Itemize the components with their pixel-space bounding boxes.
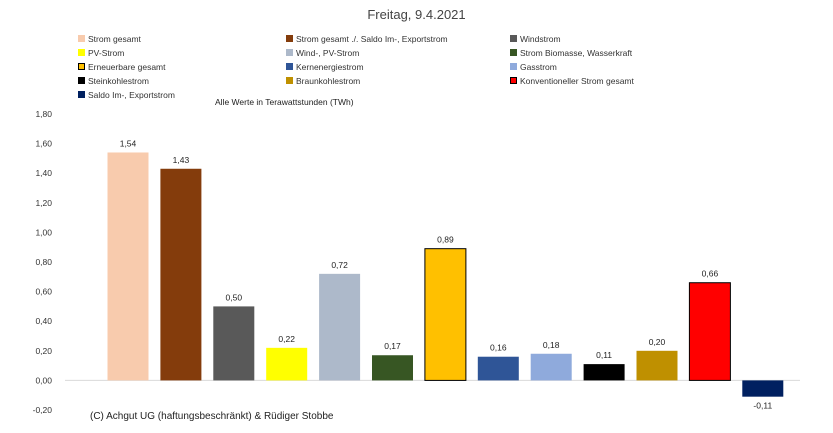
bar (319, 273, 361, 381)
legend-swatch (286, 49, 293, 56)
legend-label: Wind-, PV-Strom (296, 48, 360, 58)
bar-value-label: 1,43 (173, 155, 190, 165)
y-tick-label: 1,60 (35, 139, 52, 149)
legend-label: Steinkohlestrom (88, 76, 149, 86)
legend-label: Braunkohlestrom (296, 76, 361, 86)
y-tick-label: 0,80 (35, 257, 52, 267)
y-tick-label: 0,20 (35, 346, 52, 356)
bar-value-label: 0,50 (226, 292, 243, 302)
bar-value-label: 0,16 (490, 343, 507, 353)
bar-value-label: 1,54 (120, 138, 137, 148)
legend-swatch (510, 49, 517, 56)
legend-swatch (286, 77, 293, 84)
legend-swatch (286, 35, 293, 42)
legend-label: Konventioneller Strom gesamt (520, 76, 634, 86)
legend-swatch (78, 49, 85, 56)
bar-value-label: 0,17 (384, 341, 401, 351)
bar (107, 152, 149, 381)
bar (213, 306, 255, 381)
legend-label: PV-Strom (88, 48, 125, 58)
y-tick-label: 0,40 (35, 316, 52, 326)
legend-swatch (510, 35, 517, 42)
bar-value-label: -0,11 (753, 401, 772, 411)
bar-value-label: 0,20 (649, 337, 666, 347)
bar (372, 355, 413, 381)
bar (688, 282, 731, 381)
bar (583, 364, 625, 381)
y-tick-label: 1,40 (35, 168, 52, 178)
bar (160, 168, 202, 381)
legend-swatch (286, 63, 293, 70)
chart-legend: Strom gesamt Strom gesamt ./. Saldo Im-, … (0, 0, 833, 110)
bar-value-label: 0,11 (596, 350, 612, 360)
bar (266, 347, 308, 381)
copyright-note: (C) Achgut UG (haftungsbeschränkt) & Rüd… (90, 411, 334, 422)
legend-swatch (78, 91, 85, 98)
legend-swatch (78, 77, 85, 84)
legend-swatch (510, 63, 517, 70)
legend-label: Windstrom (520, 34, 561, 44)
y-tick-label: -0,20 (33, 405, 53, 415)
legend-label: Gasstrom (520, 62, 557, 72)
y-tick-label: 1,80 (35, 109, 52, 119)
bar (477, 356, 519, 381)
bar (424, 248, 467, 381)
bar (742, 380, 784, 397)
bar (530, 353, 572, 381)
bar-value-label: 0,89 (437, 235, 454, 245)
legend-swatch (510, 77, 517, 84)
y-tick-label: 0,60 (35, 287, 52, 297)
y-tick-label: 1,00 (35, 227, 52, 237)
y-tick-label: 0,00 (35, 375, 52, 385)
chart-subtitle: Alle Werte in Terawattstunden (TWh) (215, 97, 354, 107)
bar-value-label: 0,66 (702, 269, 719, 279)
legend-label: Kernenergiestrom (296, 62, 364, 72)
legend-swatch (78, 63, 85, 70)
y-tick-label: 1,20 (35, 198, 52, 208)
bar-value-label: 0,22 (278, 334, 295, 344)
chart-title: Freitag, 9.4.2021 (367, 7, 466, 22)
legend-label: Erneuerbare gesamt (88, 62, 166, 72)
legend-label: Strom gesamt ./. Saldo Im-, Exportstrom (296, 34, 448, 44)
bar-value-label: 0,18 (543, 340, 560, 350)
bar (636, 350, 678, 381)
legend-swatch (78, 35, 85, 42)
bar-value-label: 0,72 (331, 260, 348, 270)
legend-label: Strom Biomasse, Wasserkraft (520, 48, 633, 58)
legend-label: Strom gesamt (88, 34, 141, 44)
legend-label: Saldo Im-, Exportstrom (88, 90, 175, 100)
